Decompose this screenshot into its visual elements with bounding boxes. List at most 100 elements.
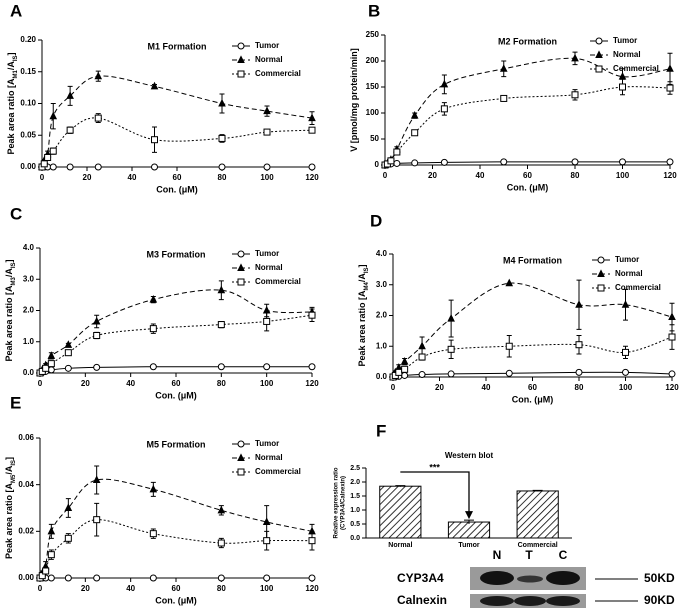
y-tick-label: 150 bbox=[366, 82, 380, 91]
x-tick-label: 40 bbox=[126, 584, 135, 593]
marker bbox=[505, 278, 514, 287]
legend-label: Commercial bbox=[255, 277, 301, 286]
annotation: *** bbox=[429, 462, 440, 472]
y-tick-label: 100 bbox=[366, 108, 380, 117]
marker bbox=[595, 37, 603, 45]
marker bbox=[418, 371, 426, 379]
band bbox=[517, 575, 543, 583]
row-label: Calnexin bbox=[397, 593, 447, 607]
band bbox=[514, 596, 546, 606]
chart-title: Western blot bbox=[445, 451, 494, 460]
y-axis-label-part: ] bbox=[6, 52, 16, 55]
marker bbox=[47, 360, 55, 368]
error-bar bbox=[395, 485, 406, 487]
marker bbox=[418, 341, 426, 350]
panel-letter: D bbox=[370, 211, 382, 230]
y-tick-label: 0.0 bbox=[376, 372, 388, 381]
panel-letter: E bbox=[10, 393, 21, 412]
y-axis-label-part: ] bbox=[357, 264, 367, 267]
x-tick-label: 20 bbox=[81, 379, 90, 388]
x-tick-label: 80 bbox=[575, 383, 584, 392]
y-tick-label: 0.02 bbox=[18, 526, 34, 535]
y-tick-label: 1.0 bbox=[23, 337, 35, 346]
x-tick-label: 120 bbox=[305, 379, 319, 388]
y-tick-label: 2.0 bbox=[350, 479, 360, 486]
y-tick-label: 1.0 bbox=[350, 507, 360, 514]
marker bbox=[597, 256, 605, 264]
marker bbox=[263, 574, 271, 582]
x-tick-label: Tumor bbox=[458, 542, 480, 549]
x-axis-label: Con. (μM) bbox=[507, 182, 549, 192]
marker bbox=[237, 42, 245, 50]
marker bbox=[387, 157, 395, 165]
chart-title: M1 Formation bbox=[147, 41, 206, 51]
marker bbox=[619, 83, 626, 91]
marker bbox=[400, 357, 409, 365]
marker bbox=[149, 363, 157, 371]
marker bbox=[263, 163, 271, 171]
x-tick-label: 100 bbox=[616, 171, 630, 180]
y-tick-label: 0.00 bbox=[20, 162, 36, 171]
marker bbox=[66, 91, 74, 99]
x-tick-label: 100 bbox=[619, 383, 633, 392]
fit-curve bbox=[39, 314, 313, 374]
x-tick-label: 80 bbox=[217, 379, 226, 388]
marker bbox=[393, 159, 401, 167]
fit-curve bbox=[384, 57, 671, 166]
marker bbox=[150, 81, 159, 90]
marker bbox=[64, 574, 72, 582]
y-tick-label: 2.5 bbox=[350, 465, 360, 472]
y-axis-label-part: ] bbox=[4, 457, 14, 460]
legend-label: Normal bbox=[613, 50, 641, 59]
marker bbox=[66, 163, 74, 171]
y-tick-label: 50 bbox=[370, 134, 379, 143]
fit-curve bbox=[39, 289, 313, 374]
y-axis-label-part: /A bbox=[357, 273, 367, 283]
marker bbox=[64, 503, 73, 511]
legend-label: Commercial bbox=[255, 69, 301, 78]
marker bbox=[500, 94, 508, 102]
marker bbox=[447, 313, 455, 322]
marker bbox=[447, 345, 455, 353]
y-axis-label: Peak area ratio [AM4/AIS] bbox=[357, 264, 369, 366]
marker bbox=[263, 317, 271, 325]
y-axis-label-part: IS bbox=[11, 262, 17, 268]
x-tick-label: 80 bbox=[218, 173, 227, 182]
marker bbox=[418, 353, 426, 361]
y-tick-label: 0.5 bbox=[350, 521, 360, 528]
marker bbox=[237, 70, 245, 78]
marker bbox=[447, 370, 455, 378]
marker bbox=[571, 53, 579, 62]
y-axis-label-part: V [pmol/mg protein/min] bbox=[349, 48, 359, 152]
x-axis-label: Con. (μM) bbox=[155, 390, 197, 400]
arrow-head bbox=[465, 511, 473, 520]
x-tick-label: 80 bbox=[217, 584, 226, 593]
y-tick-label: 0.0 bbox=[350, 535, 360, 542]
y-axis-label-part: Peak area ratio [A bbox=[4, 482, 14, 559]
lane-label: N bbox=[493, 548, 502, 562]
y-tick-label: 0.05 bbox=[20, 130, 36, 139]
marker bbox=[622, 348, 629, 356]
marker bbox=[237, 250, 245, 258]
marker bbox=[64, 349, 72, 357]
marker bbox=[64, 534, 72, 542]
band bbox=[546, 596, 580, 606]
marker bbox=[93, 516, 101, 524]
y-axis-label-part: IS bbox=[364, 267, 370, 273]
marker bbox=[66, 126, 74, 134]
y-axis-label: V [pmol/mg protein/min] bbox=[349, 48, 359, 152]
significance-arrow bbox=[400, 471, 470, 517]
marker bbox=[308, 311, 316, 319]
x-axis-label: Con. (μM) bbox=[155, 595, 197, 605]
marker bbox=[263, 106, 271, 115]
legend-label: Normal bbox=[615, 269, 643, 278]
marker bbox=[237, 440, 245, 448]
marker bbox=[505, 342, 513, 350]
marker bbox=[401, 365, 409, 373]
marker bbox=[237, 278, 245, 286]
y-axis-label-part: IS bbox=[13, 55, 19, 61]
y-tick-label: 0 bbox=[375, 160, 380, 169]
y-axis-label-part: M3 bbox=[11, 276, 17, 285]
y-tick-label: 250 bbox=[366, 30, 380, 39]
marker bbox=[575, 368, 583, 376]
